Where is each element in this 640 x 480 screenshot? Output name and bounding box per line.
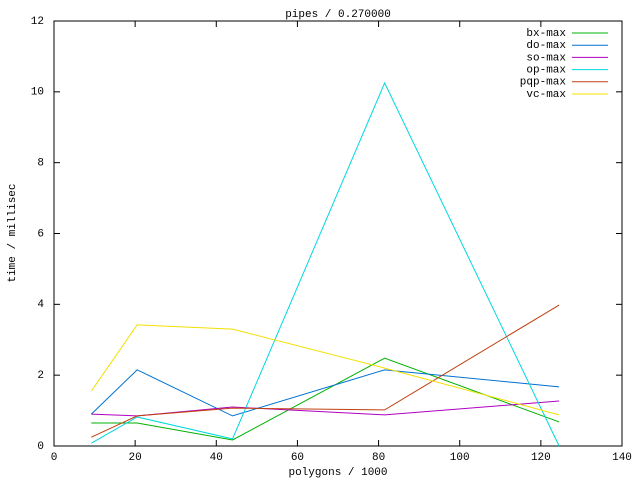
x-tick-label: 120 [531,452,551,464]
legend-label: pqp-max [520,77,567,89]
chart-title: pipes / 0.270000 [285,9,391,21]
series-line [91,81,560,447]
y-tick-label: 2 [37,370,44,382]
y-axis-label: time / millisec [7,183,19,282]
x-tick-label: 60 [291,452,304,464]
legend-label: bx-max [526,28,566,40]
series-line [91,400,560,417]
x-tick-label: 0 [51,452,58,464]
x-tick-label: 140 [612,452,632,464]
y-tick-label: 12 [31,16,44,28]
x-tick-label: 100 [450,452,470,464]
series-line [90,324,560,416]
x-tick-label: 20 [129,452,142,464]
legend-label: op-max [526,65,566,77]
legend-label: do-max [526,40,566,52]
series-line [91,304,560,438]
legend-label: vc-max [526,89,566,101]
x-tick-label: 40 [210,452,223,464]
y-tick-label: 0 [37,441,44,453]
series-line [91,357,560,441]
x-tick-label: 80 [372,452,385,464]
series-line [90,369,560,417]
y-tick-label: 6 [37,228,44,240]
legend-label: so-max [526,52,566,64]
y-tick-label: 8 [37,158,44,170]
y-tick-label: 4 [37,299,44,311]
y-tick-label: 10 [31,87,44,99]
x-axis-label: polygons / 1000 [288,467,387,479]
